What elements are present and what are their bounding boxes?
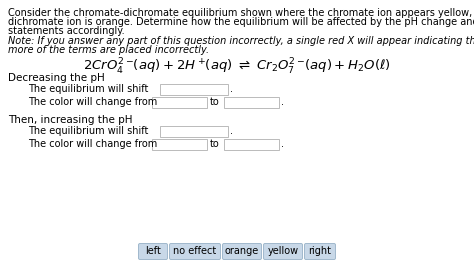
Text: $2CrO_4^{2-}\!\left(aq\right)+2H^+\!\left(aq\right)\ \rightleftharpoons\ Cr_2O_7: $2CrO_4^{2-}\!\left(aq\right)+2H^+\!\lef… bbox=[83, 57, 391, 77]
Text: Then, increasing the pH: Then, increasing the pH bbox=[8, 115, 133, 125]
Text: .: . bbox=[230, 126, 233, 136]
FancyBboxPatch shape bbox=[152, 97, 207, 108]
FancyBboxPatch shape bbox=[138, 244, 167, 260]
Text: .: . bbox=[230, 84, 233, 94]
Text: Consider the chromate-dichromate equilibrium shown where the chromate ion appear: Consider the chromate-dichromate equilib… bbox=[8, 8, 474, 18]
Text: yellow: yellow bbox=[267, 246, 299, 256]
Text: left: left bbox=[145, 246, 161, 256]
FancyBboxPatch shape bbox=[160, 84, 228, 95]
FancyBboxPatch shape bbox=[222, 244, 262, 260]
Text: The color will change from: The color will change from bbox=[28, 139, 157, 149]
Text: right: right bbox=[309, 246, 331, 256]
FancyBboxPatch shape bbox=[224, 139, 279, 150]
Text: dichromate ion is orange. Determine how the equilibrium will be affected by the : dichromate ion is orange. Determine how … bbox=[8, 17, 474, 27]
Text: .: . bbox=[281, 97, 284, 107]
Text: orange: orange bbox=[225, 246, 259, 256]
FancyBboxPatch shape bbox=[304, 244, 336, 260]
Text: .: . bbox=[281, 139, 284, 149]
FancyBboxPatch shape bbox=[160, 126, 228, 137]
Text: no effect: no effect bbox=[173, 246, 217, 256]
Text: Decreasing the pH: Decreasing the pH bbox=[8, 73, 105, 83]
FancyBboxPatch shape bbox=[170, 244, 220, 260]
FancyBboxPatch shape bbox=[152, 139, 207, 150]
Text: to: to bbox=[210, 139, 220, 149]
Text: statements accordingly.: statements accordingly. bbox=[8, 26, 125, 36]
FancyBboxPatch shape bbox=[224, 97, 279, 108]
Text: Note: If you answer any part of this question incorrectly, a single red X will a: Note: If you answer any part of this que… bbox=[8, 36, 474, 46]
Text: to: to bbox=[210, 97, 220, 107]
Text: The equilibrium will shift: The equilibrium will shift bbox=[28, 84, 148, 94]
Text: more of the terms are placed incorrectly.: more of the terms are placed incorrectly… bbox=[8, 45, 209, 55]
FancyBboxPatch shape bbox=[264, 244, 302, 260]
Text: The color will change from: The color will change from bbox=[28, 97, 157, 107]
Text: The equilibrium will shift: The equilibrium will shift bbox=[28, 126, 148, 136]
